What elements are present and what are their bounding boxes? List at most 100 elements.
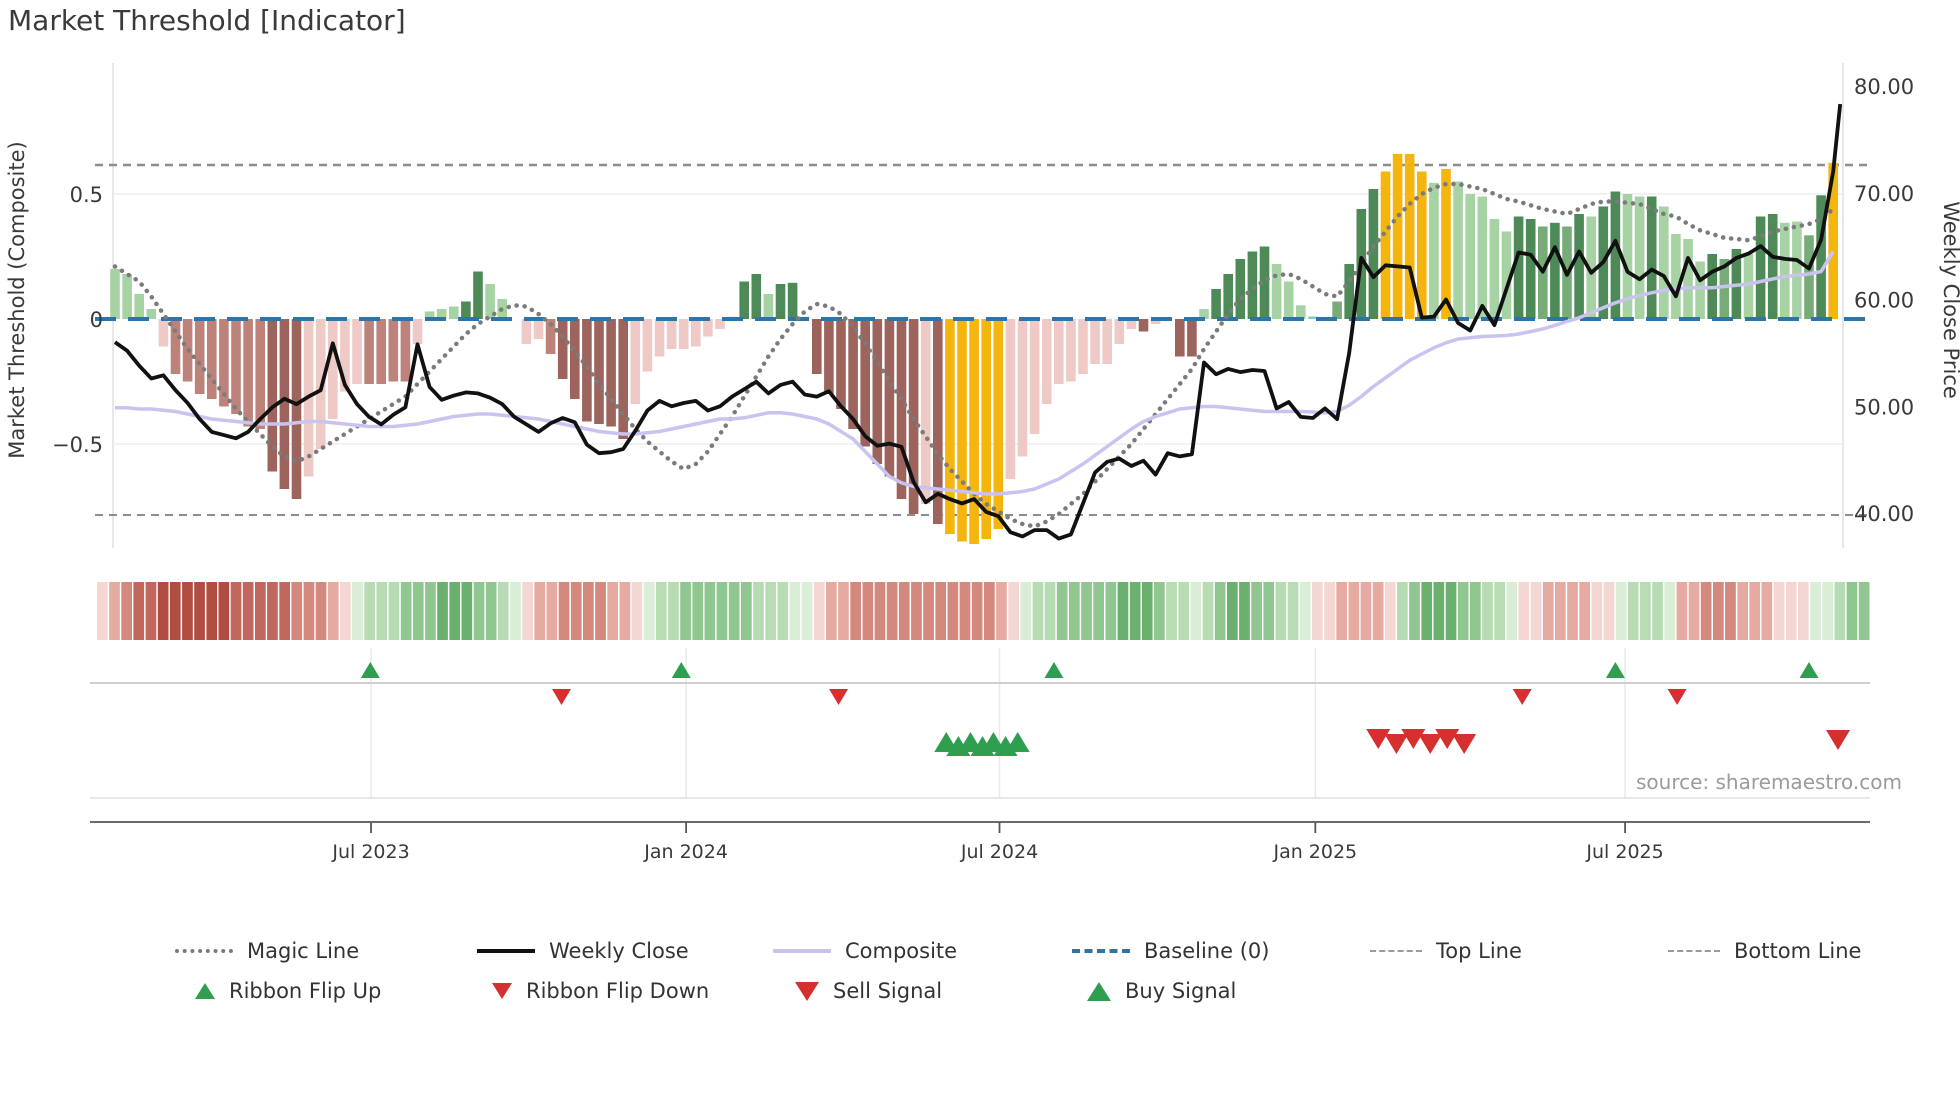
ribbon-cell [1761, 582, 1773, 640]
histogram-bar [400, 319, 411, 382]
histogram-bar [1175, 319, 1185, 357]
svg-text:Jul 2024: Jul 2024 [960, 841, 1038, 863]
histogram-bar [1392, 154, 1403, 319]
histogram-bar [521, 319, 532, 344]
svg-text:50.00: 50.00 [1854, 395, 1914, 419]
svg-text:Jan 2024: Jan 2024 [643, 841, 728, 863]
ribbon-cell [497, 582, 509, 640]
histogram-bar [1017, 319, 1028, 457]
ribbon-cell [607, 582, 618, 640]
histogram-bar [1489, 219, 1500, 319]
ribbon-cell [218, 582, 230, 640]
ribbon-cell [1652, 582, 1663, 640]
svg-text:Weekly Close Price: Weekly Close Price [1939, 201, 1960, 399]
histogram-bar [388, 319, 399, 382]
ribbon-cell [1810, 582, 1821, 640]
ribbon-cell [595, 582, 606, 640]
svg-text:60.00: 60.00 [1854, 289, 1914, 313]
legend-label: Buy Signal [1125, 979, 1237, 1003]
histogram-bar [957, 319, 967, 542]
ribbon-cell [291, 582, 303, 640]
ribbon-cell [97, 582, 108, 640]
ribbon-cell [1530, 582, 1542, 640]
histogram-bar [812, 319, 822, 374]
histogram-bar [1755, 216, 1766, 319]
ribbon-cell [522, 582, 533, 640]
histogram-bar [1259, 246, 1270, 319]
histogram-bar [267, 319, 278, 472]
ribbon-cell [1858, 582, 1870, 640]
histogram-bar [787, 282, 798, 320]
legend-item-bottom-line: Bottom Line [1668, 936, 1861, 966]
ribbon-cell [169, 582, 181, 640]
ribbon-cell [303, 582, 315, 640]
histogram-bar [1780, 222, 1790, 320]
svg-text:70.00: 70.00 [1854, 182, 1914, 206]
ribbon-cell [267, 582, 278, 640]
histogram-bar [715, 319, 725, 329]
ribbon-cell [935, 582, 947, 640]
ribbon-cell [1579, 582, 1590, 640]
legend-item-magic-line: Magic Line [175, 936, 359, 966]
histogram-bar [1380, 171, 1391, 319]
histogram-bar [436, 309, 447, 319]
histogram-bar [207, 319, 217, 399]
ribbon-cell [655, 582, 667, 640]
legend-label: Top Line [1436, 939, 1522, 963]
ribbon-cell [1506, 582, 1518, 640]
page-title: Market Threshold [Indicator] [8, 4, 406, 37]
ribbon-cell [1615, 582, 1627, 640]
histogram-bar [231, 319, 241, 414]
histogram-bar [1150, 319, 1161, 324]
ribbon-cell [1190, 582, 1202, 640]
ribbon-cell [340, 582, 351, 640]
histogram-bar [1005, 319, 1016, 479]
histogram-bar [630, 319, 641, 404]
ribbon-cell [1591, 582, 1603, 640]
histogram-bar [1114, 319, 1125, 344]
flip-up-triangle-icon [195, 983, 215, 999]
histogram-bar [1090, 319, 1100, 364]
histogram-bar [1296, 305, 1306, 320]
legend-item-ribbon-flip-down: Ribbon Flip Down [492, 976, 709, 1006]
ribbon-cell [1178, 582, 1190, 640]
ribbon-cell [1069, 582, 1080, 640]
histogram-bar [1247, 251, 1258, 319]
flip-down-triangle-icon [492, 983, 512, 999]
histogram-bar [872, 319, 883, 464]
ribbon-cell [1798, 582, 1809, 640]
svg-text:−0.5: −0.5 [52, 433, 103, 457]
ribbon-cell [1834, 582, 1846, 640]
histogram-bar [1126, 319, 1137, 329]
histogram-bar [1271, 264, 1282, 319]
histogram-bar [920, 319, 931, 504]
svg-text:Jul 2025: Jul 2025 [1585, 841, 1663, 863]
ribbon-cell [133, 582, 145, 640]
histogram-bar [557, 319, 568, 379]
legend-item-buy-signal: Buy Signal [1087, 976, 1236, 1006]
ribbon-cell [813, 582, 825, 640]
ribbon-cell [1202, 582, 1214, 640]
ribbon-cell [1239, 582, 1250, 640]
ribbon-cell [534, 582, 546, 640]
ribbon-cell [1737, 582, 1748, 640]
ribbon-cell [741, 582, 752, 640]
ribbon-cell [1275, 582, 1287, 640]
ribbon-cell [376, 582, 388, 640]
histogram-bar [122, 274, 132, 319]
histogram-bar [763, 294, 774, 319]
ribbon-cell [1555, 582, 1566, 640]
histogram-bar [1283, 281, 1294, 319]
ribbon-cell [461, 582, 473, 640]
histogram-bar [1525, 219, 1536, 319]
ribbon-cell [886, 582, 898, 640]
ribbon-cell [1044, 582, 1056, 640]
ribbon-cell [570, 582, 582, 640]
ribbon-cell [583, 582, 594, 640]
histogram-bar [642, 319, 653, 372]
buy-triangle-icon [1087, 981, 1111, 1001]
ribbon-cell [1312, 582, 1323, 640]
ribbon-cell [1785, 582, 1797, 640]
histogram-bar [1586, 216, 1596, 319]
composite-line [115, 250, 1835, 496]
